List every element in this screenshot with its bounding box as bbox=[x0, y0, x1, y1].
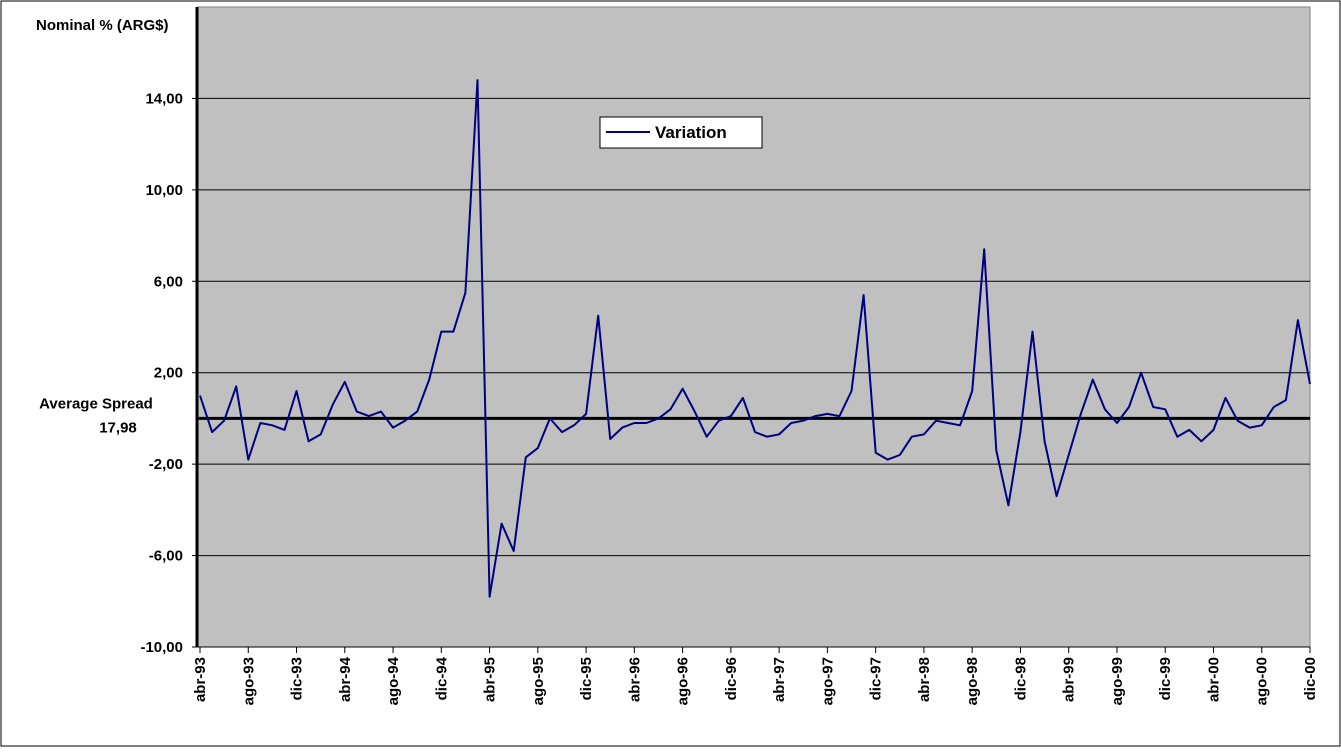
y-tick-label: 6,00 bbox=[154, 273, 183, 290]
x-tick-label: abr-99 bbox=[1061, 657, 1078, 702]
x-tick-label: dic-98 bbox=[1012, 657, 1029, 700]
x-tick-label: ago-94 bbox=[385, 656, 402, 705]
y-tick-label: 14,00 bbox=[145, 90, 183, 107]
x-tick-label: abr-94 bbox=[337, 656, 354, 702]
series-line bbox=[199, 79, 1311, 598]
x-tick-label: abr-00 bbox=[1205, 657, 1222, 702]
x-tick-label: dic-00 bbox=[1302, 657, 1319, 700]
plot-area bbox=[196, 6, 1311, 648]
x-tick-label: abr-98 bbox=[916, 657, 933, 702]
x-tick-label: ago-00 bbox=[1254, 657, 1271, 705]
reference-label: 17,98 bbox=[99, 419, 137, 436]
x-tick-label: ago-97 bbox=[819, 657, 836, 705]
y-tick-label: -10,00 bbox=[140, 639, 183, 656]
x-tick-label: ago-98 bbox=[964, 657, 981, 705]
x-tick-label: ago-95 bbox=[530, 657, 547, 705]
x-tick-label: abr-97 bbox=[771, 657, 788, 702]
y-tick-label: -6,00 bbox=[149, 548, 183, 565]
x-tick-label: ago-99 bbox=[1109, 657, 1126, 705]
x-tick-label: dic-93 bbox=[289, 657, 306, 700]
x-tick-label: dic-99 bbox=[1157, 657, 1174, 700]
legend-label: Variation bbox=[655, 123, 727, 142]
x-tick-label: ago-96 bbox=[675, 657, 692, 705]
x-tick-label: dic-96 bbox=[723, 657, 740, 700]
x-tick-label: dic-97 bbox=[868, 657, 885, 700]
x-tick-label: abr-95 bbox=[482, 657, 499, 702]
x-tick-label: dic-95 bbox=[578, 657, 595, 700]
y-tick-label: 10,00 bbox=[145, 182, 183, 199]
x-tick-label: abr-96 bbox=[626, 657, 643, 702]
y-tick-label: 2,00 bbox=[154, 365, 183, 382]
legend: Variation bbox=[599, 116, 763, 149]
y-axis-title: Nominal % (ARG$) bbox=[36, 17, 169, 34]
reference-label: Average Spread bbox=[39, 395, 153, 412]
x-tick-label: abr-93 bbox=[192, 657, 209, 702]
x-tick-label: dic-94 bbox=[433, 656, 450, 700]
x-tick-label: ago-93 bbox=[240, 657, 257, 705]
y-tick-label: -2,00 bbox=[149, 456, 183, 473]
